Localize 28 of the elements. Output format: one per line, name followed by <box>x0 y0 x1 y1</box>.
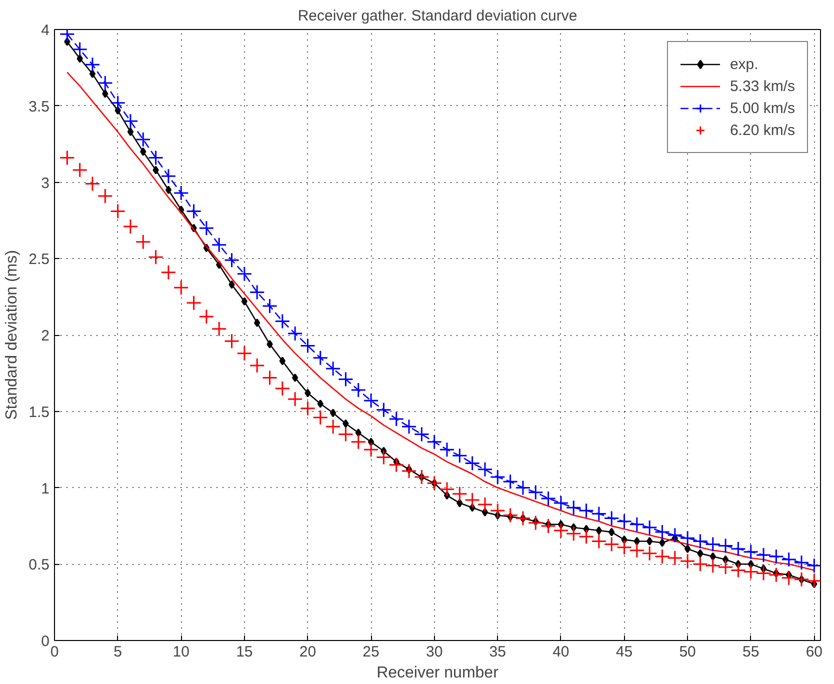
y-tick-label: 1 <box>41 480 50 498</box>
y-tick-label: 3.5 <box>28 98 50 116</box>
y-tick-label: 2 <box>41 328 50 344</box>
x-tick-label: 60 <box>806 644 823 660</box>
x-tick-label: 15 <box>236 644 253 660</box>
x-axis-title: Receiver number <box>376 664 500 682</box>
legend-label: exp. <box>730 56 758 72</box>
x-tick-label: 30 <box>426 644 443 660</box>
x-tick-label: 55 <box>742 644 760 660</box>
legend-label: 5.00 km/s <box>730 100 795 116</box>
x-tick-label: 10 <box>172 644 190 660</box>
x-tick-label: 20 <box>299 644 316 660</box>
y-tick-label: 1.5 <box>28 404 50 421</box>
y-tick-label: 0 <box>41 633 50 650</box>
x-tick-label: 50 <box>679 644 696 660</box>
y-tick-label: 0.5 <box>28 556 50 574</box>
x-tick-label: 5 <box>114 644 122 660</box>
x-tick-label: 25 <box>362 644 380 660</box>
y-axis-title: Standard deviation (ms) <box>4 250 21 420</box>
x-tick-label: 35 <box>489 644 506 660</box>
y-tick-label: 2.5 <box>28 251 50 268</box>
y-tick-label: 4 <box>41 22 50 39</box>
legend-label: 6.20 km/s <box>730 122 795 138</box>
x-tick-label: 40 <box>552 644 570 660</box>
y-tick-label: 3 <box>41 174 50 192</box>
legend-label: 5.33 km/s <box>730 78 795 94</box>
x-tick-label: 45 <box>616 644 633 660</box>
chart-title: Receiver gather. Standard deviation curve <box>298 8 578 24</box>
